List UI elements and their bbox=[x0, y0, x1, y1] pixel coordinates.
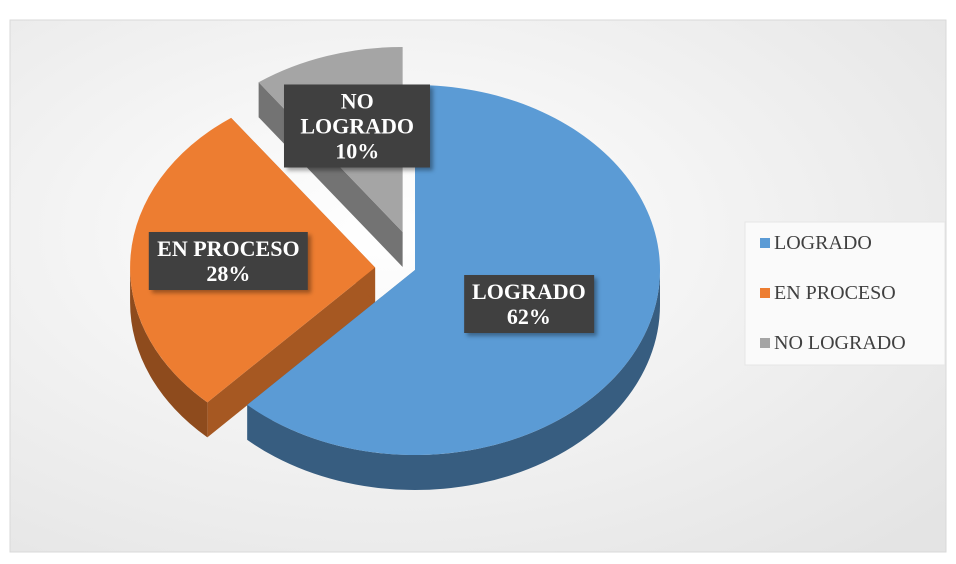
legend-swatch bbox=[760, 238, 770, 248]
legend-swatch bbox=[760, 288, 770, 298]
legend-item: LOGRADO bbox=[760, 232, 872, 255]
slice-wall bbox=[247, 270, 661, 491]
data-label-value: 10% bbox=[335, 138, 380, 164]
legend-label: EN PROCESO bbox=[774, 282, 896, 304]
legend-label: LOGRADO bbox=[774, 232, 872, 254]
data-label-category: LOGRADO bbox=[472, 279, 586, 305]
legend-swatch bbox=[760, 338, 770, 348]
slice-side bbox=[207, 267, 376, 438]
pie-slice bbox=[247, 85, 661, 456]
legend-box bbox=[744, 221, 946, 366]
slice-wall bbox=[130, 267, 208, 438]
data-label-category: NO LOGRADO bbox=[300, 88, 415, 139]
data-label-category: EN PROCESO bbox=[157, 235, 300, 261]
legend-label: NO LOGRADO bbox=[774, 332, 906, 354]
data-label-value: 28% bbox=[206, 260, 251, 286]
legend-item: NO LOGRADO bbox=[760, 332, 906, 355]
legend-item: EN PROCESO bbox=[760, 282, 896, 305]
data-label: NO LOGRADO 10% bbox=[284, 84, 431, 168]
data-label: LOGRADO 62% bbox=[464, 275, 594, 334]
data-label-value: 62% bbox=[506, 304, 551, 330]
data-label: EN PROCESO 28% bbox=[149, 231, 308, 290]
